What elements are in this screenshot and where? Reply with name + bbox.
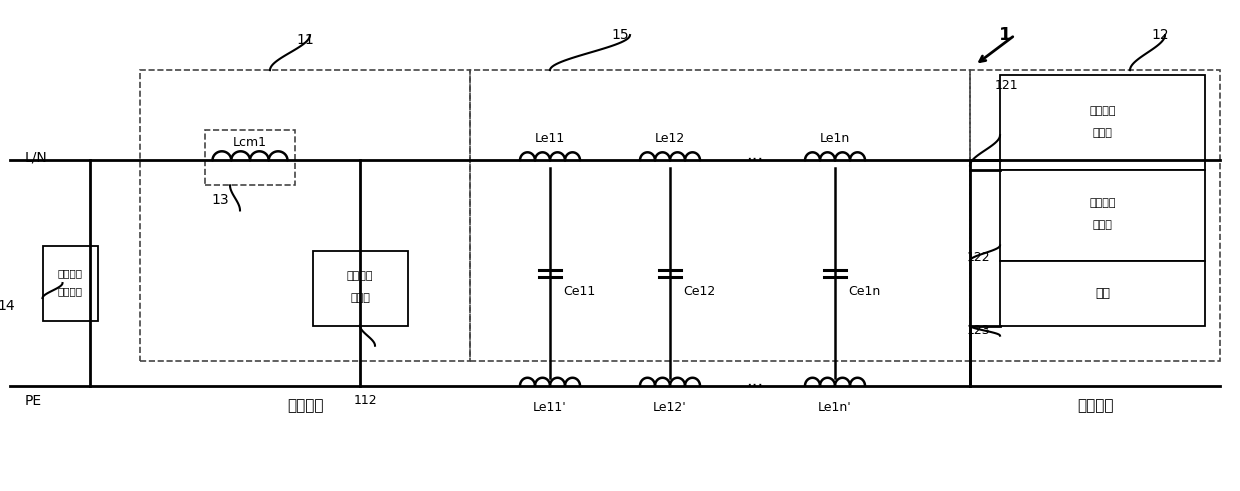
Text: 滤波器: 滤波器 <box>1092 128 1112 138</box>
Text: 1: 1 <box>998 26 1012 44</box>
Bar <box>312 250 408 326</box>
Text: L/N: L/N <box>25 150 48 164</box>
Text: 11: 11 <box>296 33 314 47</box>
Text: 空调内机: 空调内机 <box>347 271 373 281</box>
Text: 空调外机: 空调外机 <box>1076 398 1114 413</box>
Bar <box>999 261 1205 326</box>
Text: 14: 14 <box>0 299 15 313</box>
Text: 稳定网络: 稳定网络 <box>57 286 83 296</box>
Text: 电控器: 电控器 <box>350 293 370 303</box>
Text: Lcm1: Lcm1 <box>233 136 267 149</box>
Text: Le11: Le11 <box>534 132 565 145</box>
Text: ···: ··· <box>746 377 764 395</box>
Text: 电机: 电机 <box>1095 287 1110 300</box>
Text: 13: 13 <box>211 193 229 207</box>
Text: ···: ··· <box>746 151 764 169</box>
Text: 12: 12 <box>1151 28 1169 42</box>
Text: Le12': Le12' <box>653 401 687 414</box>
Text: 路线阻抗: 路线阻抗 <box>57 268 83 278</box>
Text: Ce12: Ce12 <box>683 285 715 298</box>
Bar <box>970 70 1220 361</box>
Text: 空调内机: 空调内机 <box>286 398 324 413</box>
Text: 电控器: 电控器 <box>1092 220 1112 230</box>
Text: Le11': Le11' <box>533 401 567 414</box>
Text: Le12: Le12 <box>655 132 686 145</box>
Bar <box>470 70 970 361</box>
Text: 空调外机: 空调外机 <box>1089 198 1116 208</box>
Text: 15: 15 <box>611 28 629 42</box>
Text: 121: 121 <box>994 79 1018 92</box>
Text: 第三共模: 第三共模 <box>1089 106 1116 116</box>
Text: 123: 123 <box>966 324 990 337</box>
Text: PE: PE <box>25 394 42 408</box>
Text: 122: 122 <box>966 251 990 264</box>
Text: Ce11: Ce11 <box>563 285 595 298</box>
Text: Le1n: Le1n <box>820 132 851 145</box>
Bar <box>999 75 1205 170</box>
Bar <box>205 130 295 186</box>
Text: 112: 112 <box>353 394 377 408</box>
Text: Le1n': Le1n' <box>818 401 852 414</box>
Bar <box>999 170 1205 261</box>
Bar <box>42 246 98 321</box>
Bar <box>140 70 470 361</box>
Text: Ce1n: Ce1n <box>848 285 880 298</box>
